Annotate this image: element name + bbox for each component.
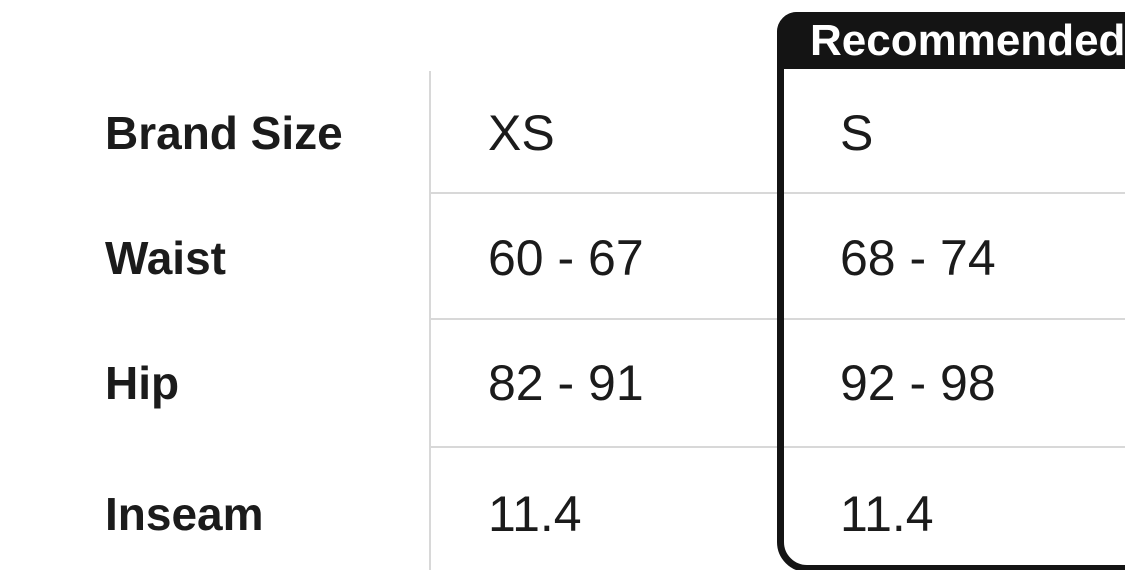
- recommended-header-label: Recommended: [810, 15, 1125, 65]
- row-label-inseam: Inseam: [105, 488, 264, 540]
- cell-waist-recommended: 68 - 74: [840, 230, 996, 286]
- row-label-hip: Hip: [105, 357, 180, 409]
- cell-inseam-xs: 11.4: [488, 486, 582, 542]
- cell-brand-size-recommended: S: [840, 105, 874, 161]
- column-divider: [429, 71, 431, 570]
- cell-hip-recommended: 92 - 98: [840, 355, 996, 411]
- cell-hip-xs: 82 - 91: [488, 355, 644, 411]
- row-label-brand-size: Brand Size: [105, 107, 343, 159]
- row-label-waist: Waist: [105, 232, 226, 284]
- cell-waist-xs: 60 - 67: [488, 230, 644, 286]
- cell-inseam-recommended: 11.4: [840, 486, 934, 542]
- recommended-column-highlight: Recommended: [777, 12, 1125, 570]
- recommended-header: Recommended: [777, 12, 1125, 69]
- cell-brand-size-xs: XS: [488, 105, 555, 161]
